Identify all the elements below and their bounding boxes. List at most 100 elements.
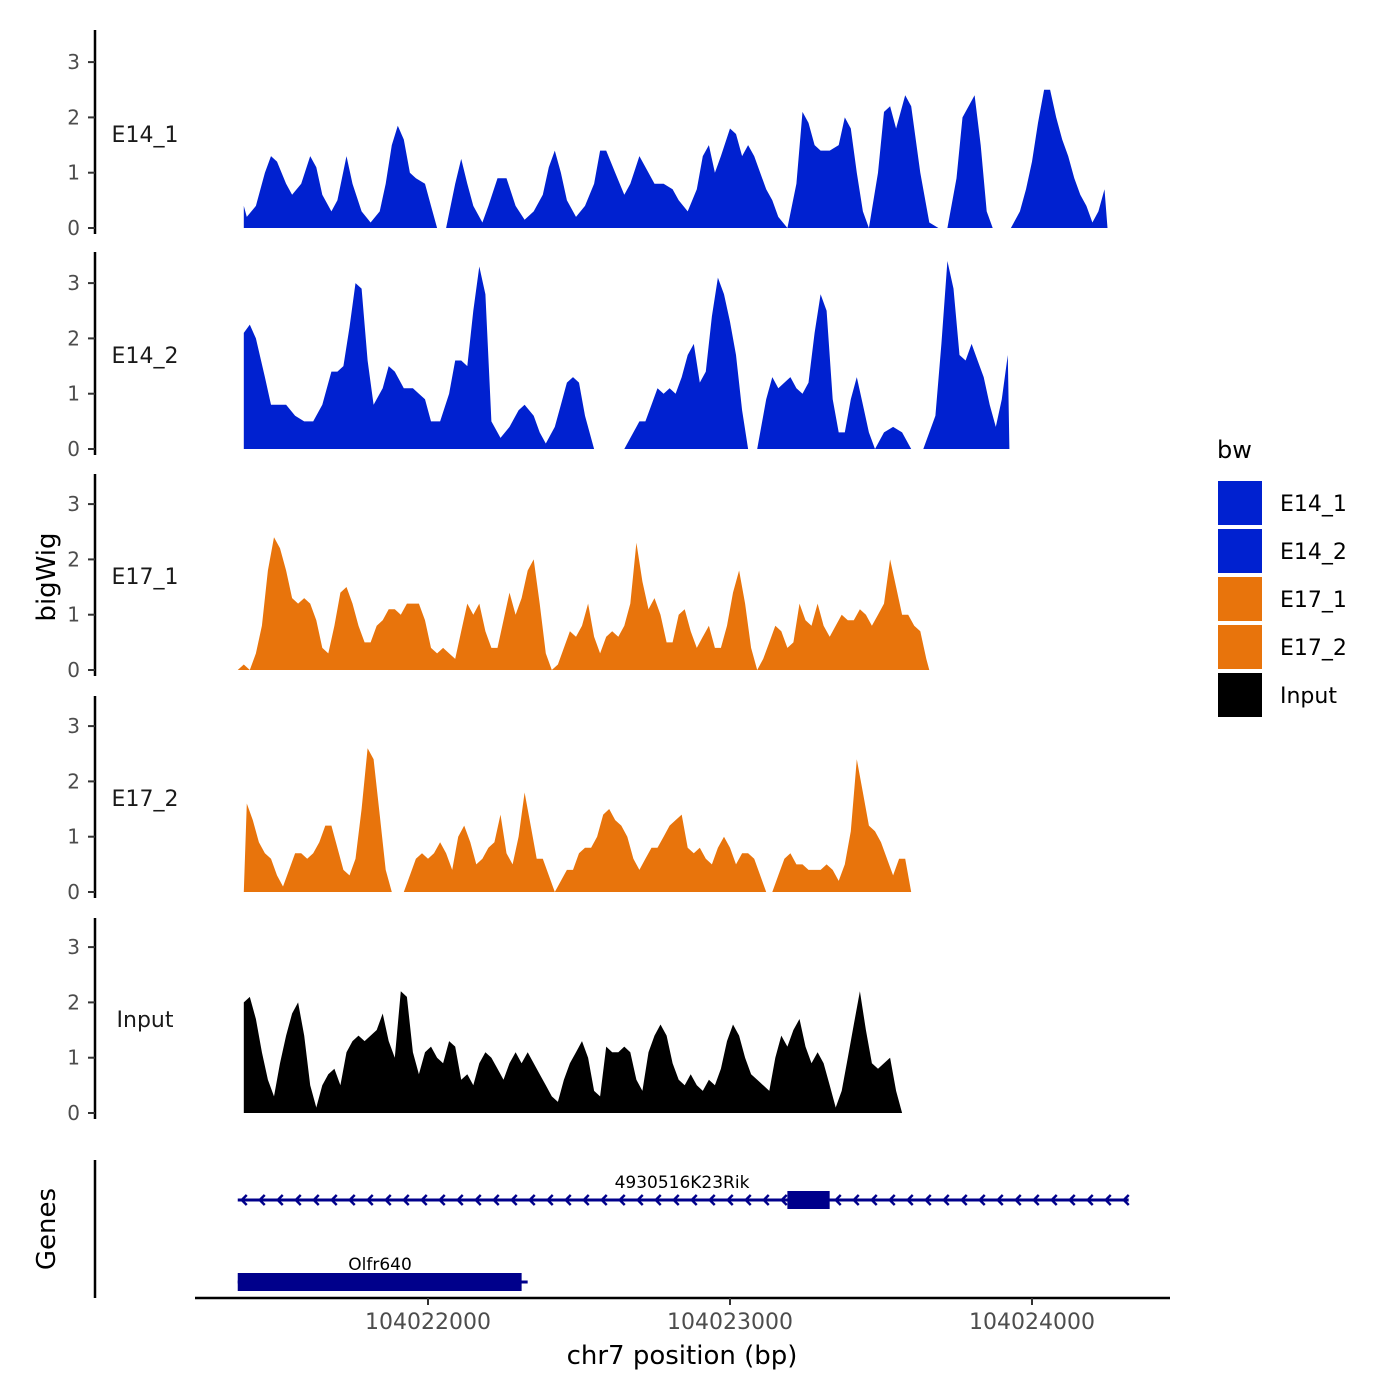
y-tick-label: 0 [67,658,80,682]
strand-arrow [959,1194,968,1206]
y-tick-label: 2 [67,547,80,571]
y-tick-label: 1 [67,1046,80,1070]
strand-arrow [473,1194,482,1206]
strand-arrow [671,1194,680,1206]
strand-arrow [581,1194,590,1206]
x-axis-title: chr7 position (bp) [567,1341,798,1371]
legend-swatch [1218,673,1262,717]
legend: bw E14_1 E14_2 E17_1 E17_2 Input [1217,436,1347,717]
legend-label: E17_2 [1280,636,1347,661]
signal-area-E14_2 [243,261,1010,449]
legend-label: E14_2 [1280,540,1347,565]
gene-label: Olfr640 [348,1255,412,1275]
strand-arrow [491,1194,500,1206]
strand-arrow [1067,1194,1076,1206]
track-label: Input [117,1008,174,1033]
strand-arrow [401,1194,410,1206]
track-label: E17_1 [112,565,179,590]
track-Input: 0 1 2 3 Input [67,918,903,1125]
strand-arrow [239,1194,248,1206]
y-tick-label: 1 [67,161,80,185]
x-tick-label: 104023000 [667,1310,793,1335]
strand-arrow [653,1194,662,1206]
strand-arrow [905,1194,914,1206]
strand-arrow [563,1194,572,1206]
strand-arrow [293,1194,302,1206]
y-tick-label: 2 [67,990,80,1014]
legend-swatch [1218,625,1262,669]
y-tick-label: 2 [67,105,80,129]
y-tick-label: 0 [67,880,80,904]
track-E14_1: 0 1 2 3 E14_1 [67,30,1108,240]
track-label: E17_2 [112,787,179,812]
gene-exon [237,1273,522,1291]
strand-arrow [995,1194,1004,1206]
gene-exon [787,1191,830,1209]
strand-arrow [599,1194,608,1206]
legend-label: E14_1 [1280,492,1347,517]
strand-arrow [689,1194,698,1206]
strand-arrow [1031,1194,1040,1206]
strand-arrow [1049,1194,1058,1206]
y-tick-label: 0 [67,437,80,461]
tracks-panel: 0 1 2 3 E14_1 0 1 2 3 E14_2 0 1 2 3 E17_1 0 1 2 3 E17_2 0 1 2 3… [67,30,1108,1125]
y-tick-label: 3 [67,50,80,74]
strand-arrow [383,1194,392,1206]
y-tick-label: 0 [67,216,80,240]
strand-arrow [941,1194,950,1206]
y-tick-label: 3 [67,935,80,959]
strand-arrow [437,1194,446,1206]
gene-label: 4930516K23Rik [615,1173,750,1193]
x-axis: 104022000 104023000 104024000 [195,1296,1170,1335]
strand-arrow [851,1194,860,1206]
strand-arrow [509,1194,518,1206]
track-label: E14_2 [112,344,179,369]
gene-4930516K23Rik: 4930516K23Rik [237,1173,1130,1209]
genes-axis-title: Genes [32,1188,62,1270]
signal-area-Input [243,991,903,1113]
strand-arrow [977,1194,986,1206]
strand-arrow [347,1194,356,1206]
strand-arrow [887,1194,896,1206]
signal-area-E17_2 [243,748,912,892]
strand-arrow [311,1194,320,1206]
gene-Olfr640: Olfr640 [237,1255,528,1291]
strand-arrow [1121,1194,1130,1206]
y-tick-label: 1 [67,382,80,406]
x-tick-label: 104022000 [365,1310,491,1335]
strand-arrow [779,1194,788,1206]
legend-label: Input [1280,684,1337,709]
strand-arrow [869,1194,878,1206]
strand-arrow [455,1194,464,1206]
y-tick-label: 2 [67,769,80,793]
y-tick-label: 3 [67,492,80,516]
y-tick-label: 1 [67,603,80,627]
signal-area-E17_1 [237,537,930,670]
strand-arrow [419,1194,428,1206]
legend-swatch [1218,529,1262,573]
y-tick-label: 3 [67,714,80,738]
strand-arrow [1103,1194,1112,1206]
genes-panel: 4930516K23Rik Olfr640 [93,1160,1130,1298]
y-tick-label: 1 [67,825,80,849]
track-label: E14_1 [112,123,179,148]
strand-arrow [275,1194,284,1206]
strand-arrow [617,1194,626,1206]
strand-arrow [923,1194,932,1206]
signal-area-E14_1 [243,89,1108,228]
legend-label: E17_1 [1280,588,1347,613]
strand-arrow [707,1194,716,1206]
y-tick-label: 2 [67,326,80,350]
strand-arrow [365,1194,374,1206]
strand-arrow [527,1194,536,1206]
strand-arrow [545,1194,554,1206]
strand-arrow [743,1194,752,1206]
legend-title: bw [1217,436,1252,464]
y-tick-label: 3 [67,271,80,295]
strand-arrow [257,1194,266,1206]
track-E14_2: 0 1 2 3 E14_2 [67,252,1010,461]
y-tick-label: 0 [67,1101,80,1125]
strand-arrow [725,1194,734,1206]
strand-arrow [761,1194,770,1206]
